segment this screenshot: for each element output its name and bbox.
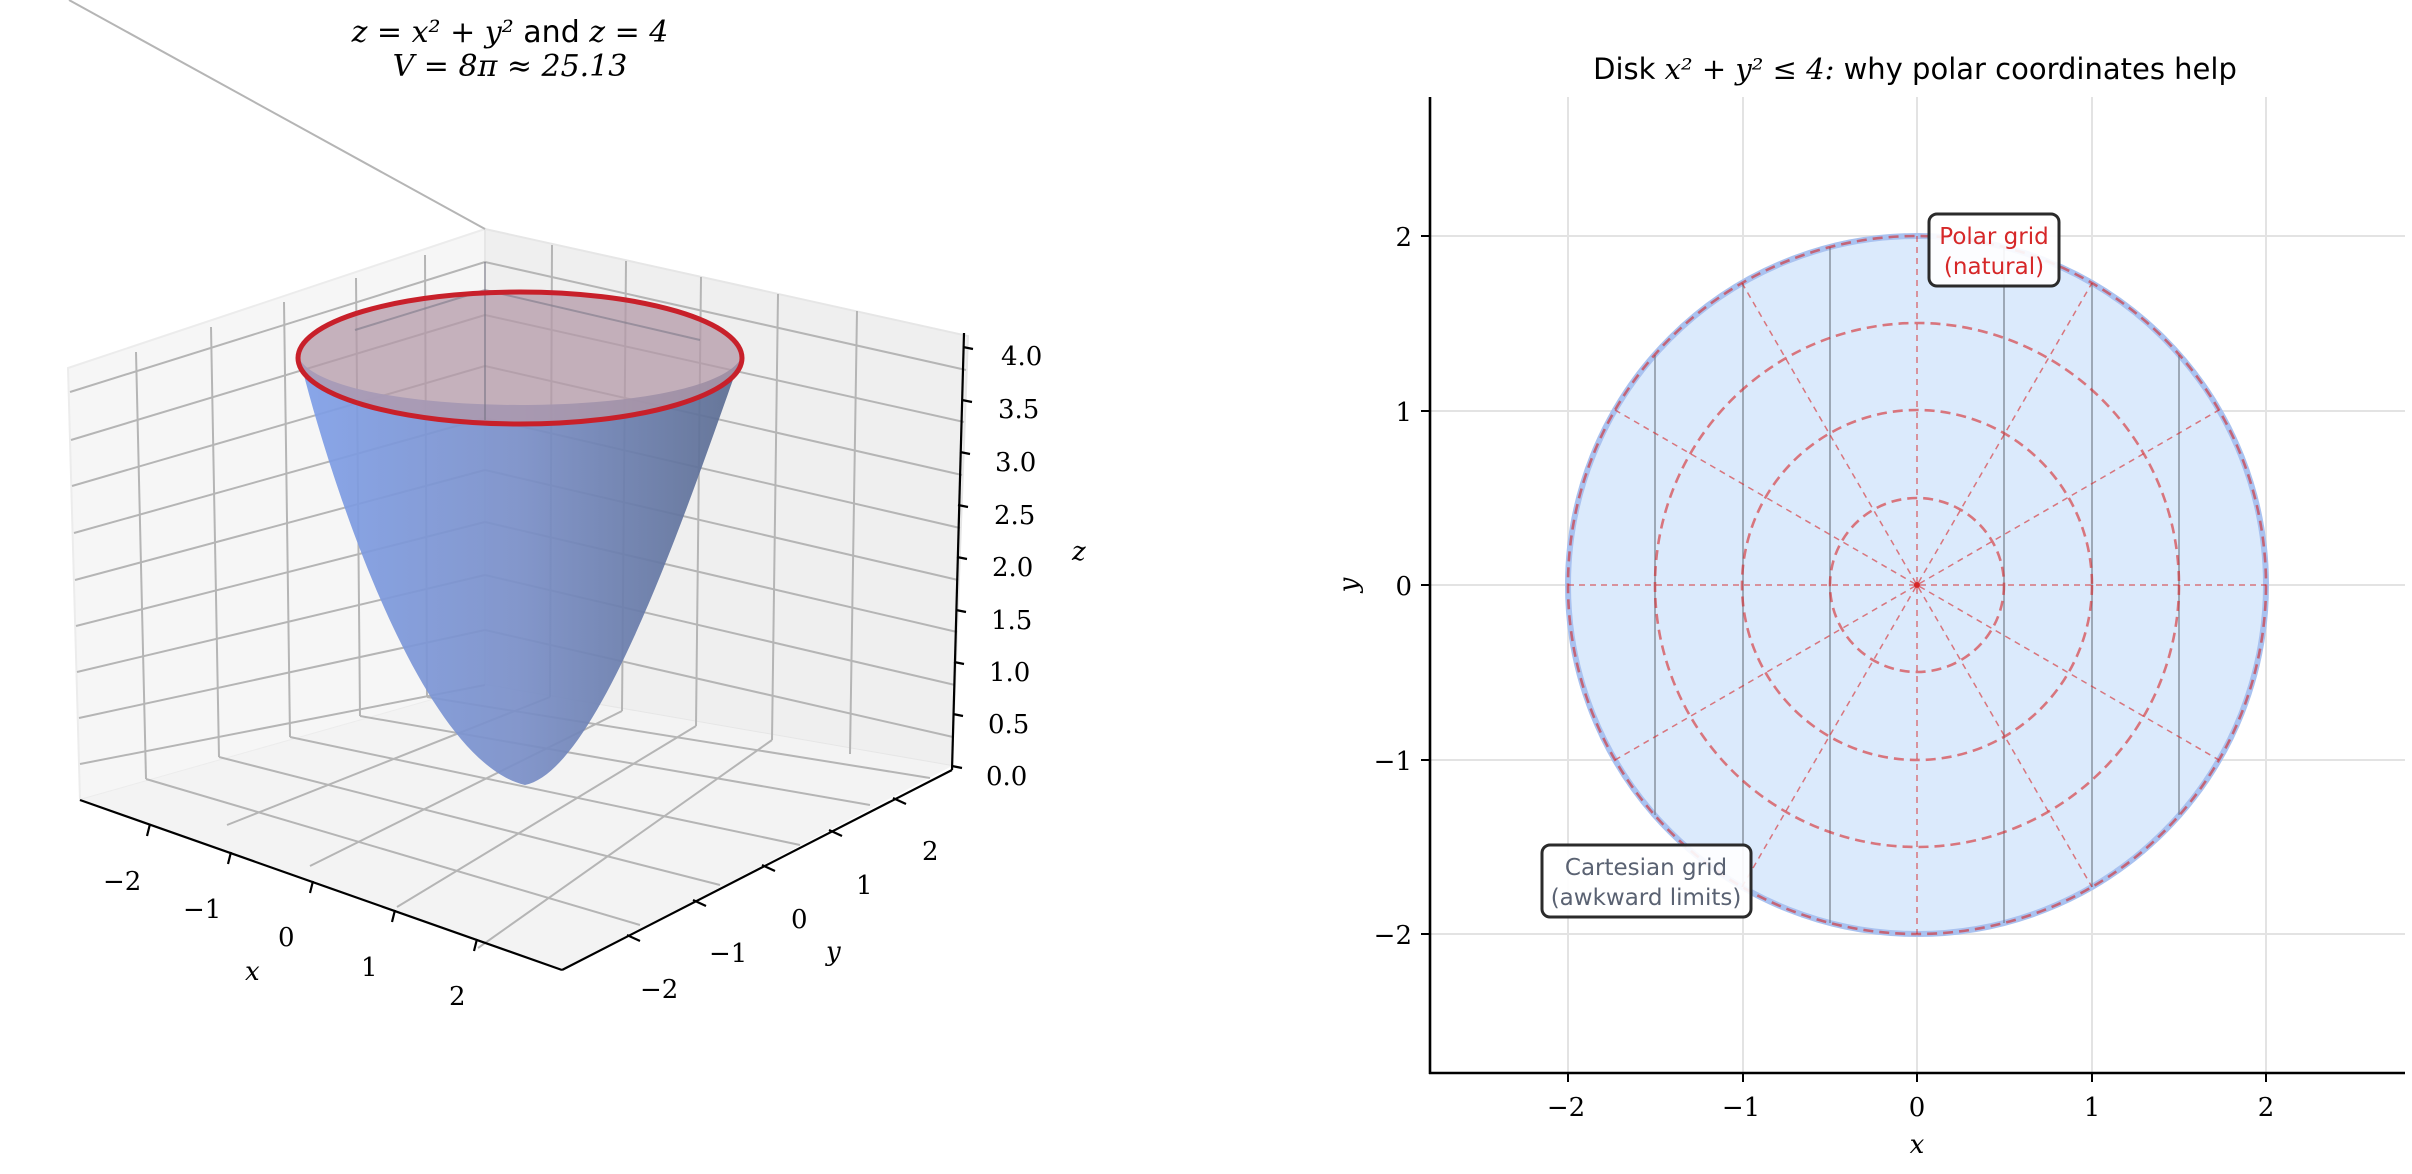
- pane-floor: [80, 685, 952, 970]
- svg-text:(awkward limits): (awkward limits): [1551, 885, 1742, 911]
- paraboloid-surface: [300, 360, 740, 785]
- axis-ticks: [1421, 235, 2267, 1082]
- y-tick-label: 2: [922, 837, 939, 867]
- svg-text:Cartesian grid: Cartesian grid: [1565, 855, 1727, 881]
- z-tick-label: 3.0: [995, 448, 1036, 478]
- z-tick-label: 1.5: [991, 606, 1032, 636]
- z-tick-label: 0.0: [986, 762, 1027, 792]
- z-tick-label: 2.5: [994, 501, 1035, 531]
- annotation-cartesian-grid: Cartesian grid (awkward limits): [1540, 843, 1753, 919]
- x-axis-label: x: [1910, 1130, 1925, 1160]
- svg-text:(natural): (natural): [1944, 254, 2044, 280]
- y-tick-label: −1: [709, 939, 747, 969]
- axis-x: [79, 798, 563, 972]
- x-tick-label: 2: [449, 982, 466, 1012]
- y-axis-label: y: [1334, 577, 1364, 593]
- surface-3d-plot: −2 −1 0 1 2 x −2 −1 0 1 2 y 0.0 0.5 1.0 …: [66, 0, 1086, 1012]
- z-tick-label: 4.0: [1001, 342, 1042, 372]
- axis-y: [561, 769, 953, 971]
- cartesian-grid-lines: [1654, 247, 2180, 923]
- y-axis-label: y: [825, 937, 841, 967]
- left-chart-title: z = x² + y² and z = 4 V = 8π ≈ 25.13: [250, 16, 770, 84]
- y-tick-label: −2: [1374, 921, 1412, 951]
- x-tick-label: 0: [278, 923, 295, 953]
- right-chart-title: Disk x² + y² ≤ 4: why polar coordinates …: [1593, 52, 2237, 86]
- y-tick-label: −2: [640, 975, 678, 1005]
- y-tick-label: 0: [791, 905, 808, 935]
- x-tick-label: 0: [1909, 1093, 1926, 1123]
- polar-grid-rays: [1568, 236, 2266, 934]
- y-tick-label: 2: [1395, 223, 1412, 253]
- origin-marker: [1914, 582, 1920, 588]
- x-tick-label: 1: [361, 953, 378, 983]
- polar-grid-circles: [1566, 234, 2268, 936]
- x-tick-label: 2: [2258, 1093, 2275, 1123]
- rim-circle-z4: [295, 289, 745, 427]
- z-axis-label: z: [1071, 537, 1086, 567]
- left-title-line2: V = 8π ≈ 25.13: [392, 49, 628, 84]
- svg-text:Polar grid: Polar grid: [1939, 224, 2048, 250]
- x-tick-label: −2: [103, 867, 141, 897]
- y-tick-label: −1: [1374, 747, 1412, 777]
- left-title-line1: z = x² + y² and z = 4: [351, 15, 669, 50]
- disk-region: [1565, 233, 2269, 937]
- z-tick-label: 2.0: [992, 553, 1033, 583]
- x-tick-label: −1: [183, 895, 221, 925]
- plane-z4-cap: [298, 292, 742, 424]
- z-tick-label: 0.5: [988, 710, 1029, 740]
- background-grid: [1430, 97, 2405, 1073]
- axis-z: [950, 332, 974, 771]
- z-tick-label: 1.0: [989, 658, 1030, 688]
- y-tick-label: 1: [1395, 398, 1412, 428]
- x-tick-label: −2: [1547, 1093, 1585, 1123]
- z-tick-label: 3.5: [998, 395, 1039, 425]
- x-tick-label: 1: [2084, 1093, 2101, 1123]
- annotation-polar-grid: Polar grid (natural): [1927, 212, 2061, 288]
- y-tick-label: 0: [1395, 572, 1412, 602]
- x-axis-label: x: [245, 957, 260, 987]
- x-tick-label: −1: [1722, 1093, 1760, 1123]
- axes-spines: [1428, 97, 2405, 1075]
- y-tick-label: 1: [856, 871, 873, 901]
